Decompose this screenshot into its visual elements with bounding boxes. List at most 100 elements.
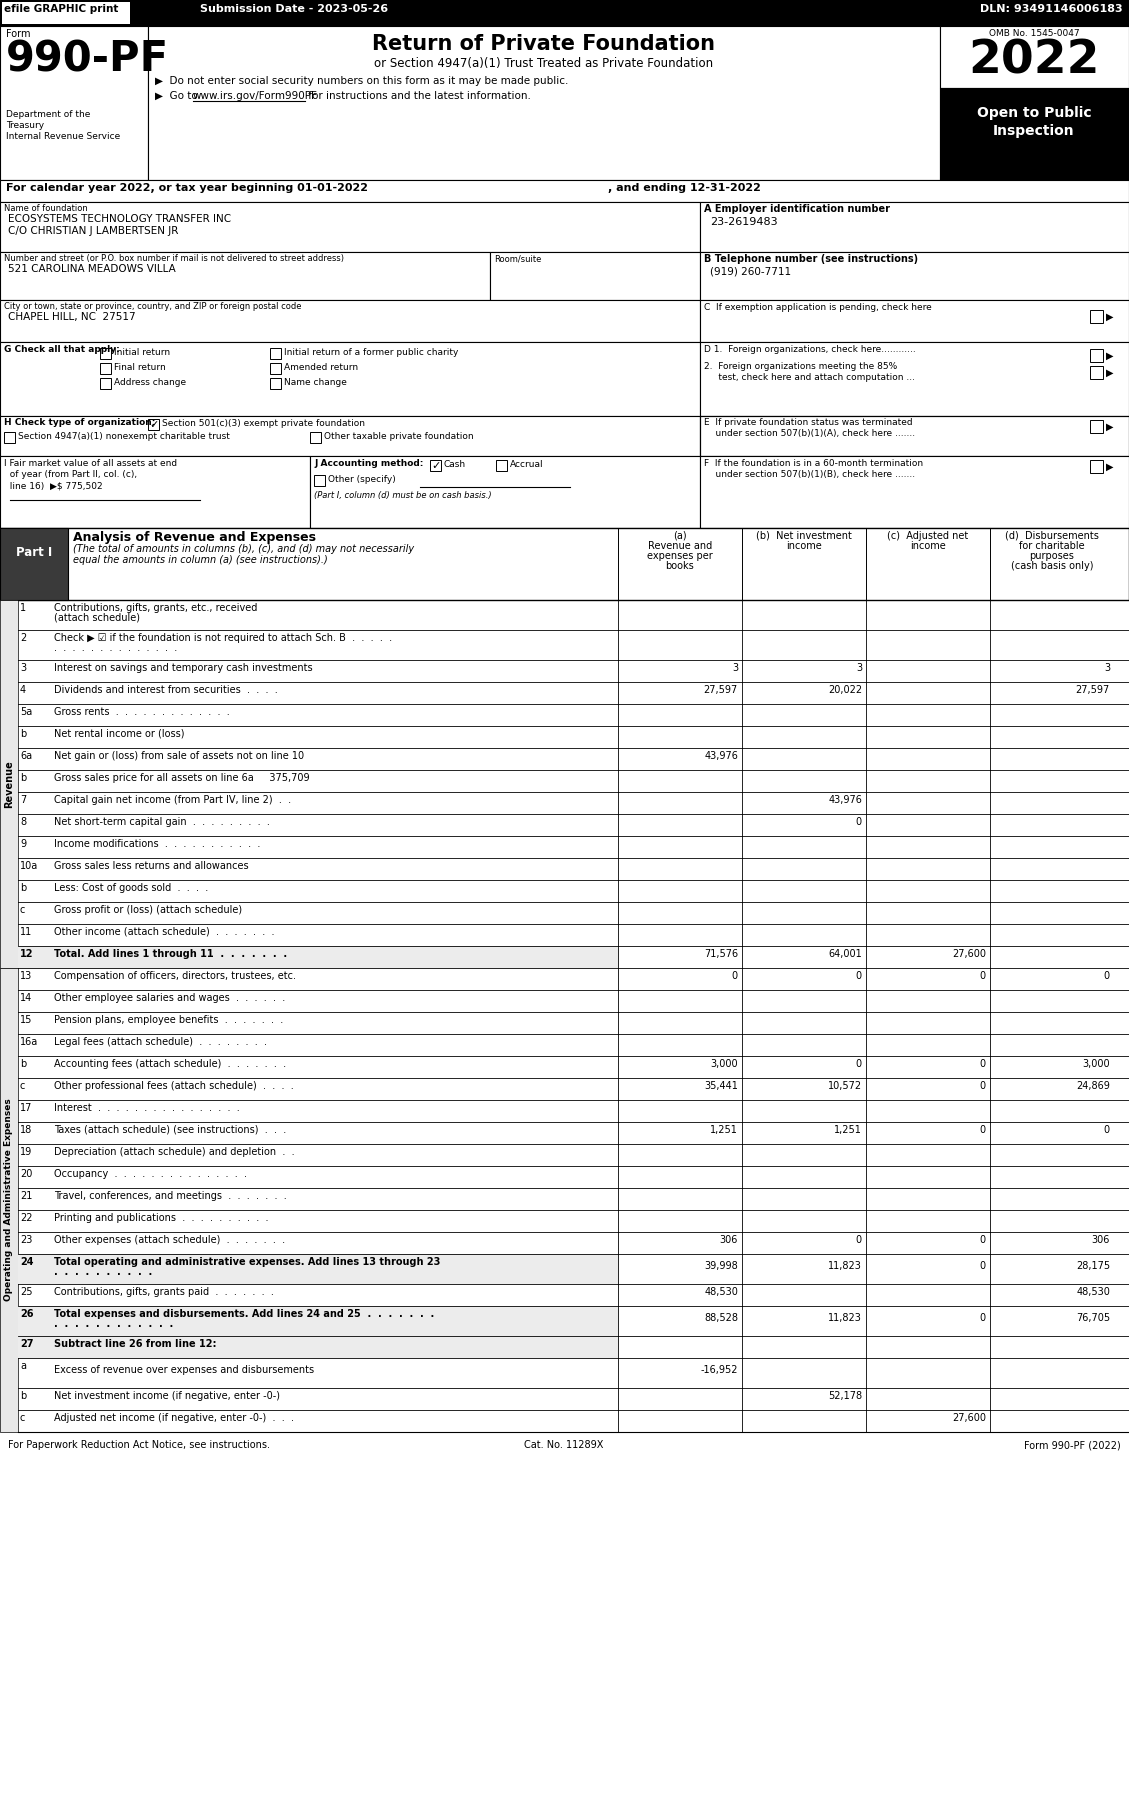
Text: c: c [20, 904, 25, 915]
Bar [940, 25, 1129, 88]
Bar [270, 349, 281, 360]
Text: Internal Revenue Service: Internal Revenue Service [6, 131, 121, 140]
Text: Total operating and administrative expenses. Add lines 13 through 23: Total operating and administrative expen… [54, 1257, 440, 1268]
Text: 52,178: 52,178 [828, 1392, 863, 1401]
Text: 27: 27 [20, 1340, 34, 1348]
Text: 3,000: 3,000 [1083, 1059, 1110, 1070]
Text: 0: 0 [856, 1235, 863, 1244]
Text: 27,600: 27,600 [952, 1413, 986, 1422]
Text: 14: 14 [20, 992, 33, 1003]
Text: under section 507(b)(1)(B), check here .......: under section 507(b)(1)(B), check here .… [704, 469, 916, 478]
Text: Total expenses and disbursements. Add lines 24 and 25  .  .  .  .  .  .  .: Total expenses and disbursements. Add li… [54, 1309, 435, 1320]
Text: Address change: Address change [114, 378, 186, 387]
Text: 26: 26 [20, 1309, 34, 1320]
Bar [1089, 460, 1103, 473]
Text: 27,597: 27,597 [703, 685, 738, 696]
Text: 19: 19 [20, 1147, 33, 1156]
Bar [148, 25, 940, 180]
Text: 43,976: 43,976 [704, 752, 738, 761]
Text: Capital gain net income (from Part IV, line 2)  .  .: Capital gain net income (from Part IV, l… [54, 795, 291, 806]
Text: 7: 7 [20, 795, 26, 806]
Text: Printing and publications  .  .  .  .  .  .  .  .  .  .: Printing and publications . . . . . . . … [54, 1214, 269, 1223]
Text: Pension plans, employee benefits  .  .  .  .  .  .  .: Pension plans, employee benefits . . . .… [54, 1016, 283, 1025]
Text: ▶: ▶ [1106, 369, 1113, 378]
Text: 0: 0 [980, 971, 986, 982]
Text: Cash: Cash [444, 460, 466, 469]
Text: 0: 0 [980, 1260, 986, 1271]
Bar [100, 363, 111, 374]
Text: Department of the: Department of the [6, 110, 90, 119]
Bar [0, 25, 148, 180]
Bar [270, 363, 281, 374]
Bar [0, 300, 700, 342]
Text: J Accounting method:: J Accounting method: [314, 458, 423, 467]
Text: (attach schedule): (attach schedule) [54, 613, 140, 622]
Bar [700, 415, 1129, 457]
Bar [700, 415, 1129, 457]
Text: 1,251: 1,251 [834, 1126, 863, 1135]
Text: Other employee salaries and wages  .  .  .  .  .  .: Other employee salaries and wages . . . … [54, 992, 286, 1003]
Text: 24: 24 [20, 1257, 34, 1268]
Text: ▶  Do not enter social security numbers on this form as it may be made public.: ▶ Do not enter social security numbers o… [155, 76, 568, 86]
Text: Return of Private Foundation: Return of Private Foundation [373, 34, 716, 54]
Text: 11: 11 [20, 928, 33, 937]
Text: b: b [20, 728, 26, 739]
Text: , and ending 12-31-2022: , and ending 12-31-2022 [609, 183, 761, 192]
Text: Income modifications  .  .  .  .  .  .  .  .  .  .  .: Income modifications . . . . . . . . . .… [54, 840, 261, 849]
Text: Section 501(c)(3) exempt private foundation: Section 501(c)(3) exempt private foundat… [161, 419, 365, 428]
Bar [0, 180, 1129, 201]
Text: C/O CHRISTIAN J LAMBERTSEN JR: C/O CHRISTIAN J LAMBERTSEN JR [8, 227, 178, 236]
Text: .  .  .  .  .  .  .  .  .  .  .  .: . . . . . . . . . . . . [54, 1320, 173, 1329]
Bar [100, 349, 111, 360]
Text: 15: 15 [20, 1016, 33, 1025]
Bar [1089, 367, 1103, 379]
Text: Initial return: Initial return [114, 349, 170, 358]
Text: Revenue: Revenue [5, 761, 14, 807]
Text: (a): (a) [673, 530, 686, 541]
Text: Number and street (or P.O. box number if mail is not delivered to street address: Number and street (or P.O. box number if… [5, 254, 344, 263]
Bar [0, 457, 310, 529]
Text: Less: Cost of goods sold  .  .  .  .: Less: Cost of goods sold . . . . [54, 883, 208, 894]
Text: -16,952: -16,952 [700, 1365, 738, 1375]
Text: 13: 13 [20, 971, 33, 982]
Bar [700, 201, 1129, 252]
Text: H Check type of organization:: H Check type of organization: [5, 417, 156, 426]
Text: (Part I, column (d) must be on cash basis.): (Part I, column (d) must be on cash basi… [314, 491, 491, 500]
Text: Submission Date - 2023-05-26: Submission Date - 2023-05-26 [200, 4, 388, 14]
Text: Total. Add lines 1 through 11  .  .  .  .  .  .  .: Total. Add lines 1 through 11 . . . . . … [54, 949, 287, 958]
Text: Initial return of a former public charity: Initial return of a former public charit… [285, 349, 458, 358]
Text: Other professional fees (attach schedule)  .  .  .  .: Other professional fees (attach schedule… [54, 1081, 294, 1091]
Text: 3: 3 [856, 663, 863, 672]
Text: OMB No. 1545-0047: OMB No. 1545-0047 [989, 29, 1079, 38]
Bar [940, 88, 1129, 180]
Text: or Section 4947(a)(1) Trust Treated as Private Foundation: or Section 4947(a)(1) Trust Treated as P… [375, 58, 714, 70]
Text: income: income [910, 541, 946, 550]
Text: F  If the foundation is in a 60-month termination: F If the foundation is in a 60-month ter… [704, 458, 924, 467]
Text: 25: 25 [20, 1287, 33, 1296]
Text: (cash basis only): (cash basis only) [1010, 561, 1093, 572]
Text: E  If private foundation status was terminated: E If private foundation status was termi… [704, 417, 912, 426]
Text: Cat. No. 11289X: Cat. No. 11289X [524, 1440, 604, 1449]
Text: 3: 3 [1104, 663, 1110, 672]
Bar [700, 300, 1129, 342]
Text: test, check here and attach computation ...: test, check here and attach computation … [704, 372, 914, 381]
Text: 12: 12 [20, 949, 34, 958]
Text: Room/suite: Room/suite [495, 254, 542, 263]
Text: b: b [20, 1059, 26, 1070]
Text: I Fair market value of all assets at end: I Fair market value of all assets at end [5, 458, 177, 467]
Bar [310, 432, 321, 442]
Text: 0: 0 [980, 1313, 986, 1323]
Text: 35,441: 35,441 [704, 1081, 738, 1091]
Text: 306: 306 [719, 1235, 738, 1244]
Text: Interest  .  .  .  .  .  .  .  .  .  .  .  .  .  .  .  .: Interest . . . . . . . . . . . . . . . . [54, 1102, 239, 1113]
Bar [496, 460, 507, 471]
Text: Subtract line 26 from line 12:: Subtract line 26 from line 12: [54, 1340, 217, 1348]
Text: 1: 1 [20, 602, 26, 613]
Text: 48,530: 48,530 [704, 1287, 738, 1296]
Bar [1089, 421, 1103, 433]
Bar [100, 378, 111, 388]
Bar [0, 201, 700, 252]
Text: 43,976: 43,976 [829, 795, 863, 806]
Bar [0, 601, 18, 967]
Text: 18: 18 [20, 1126, 33, 1135]
